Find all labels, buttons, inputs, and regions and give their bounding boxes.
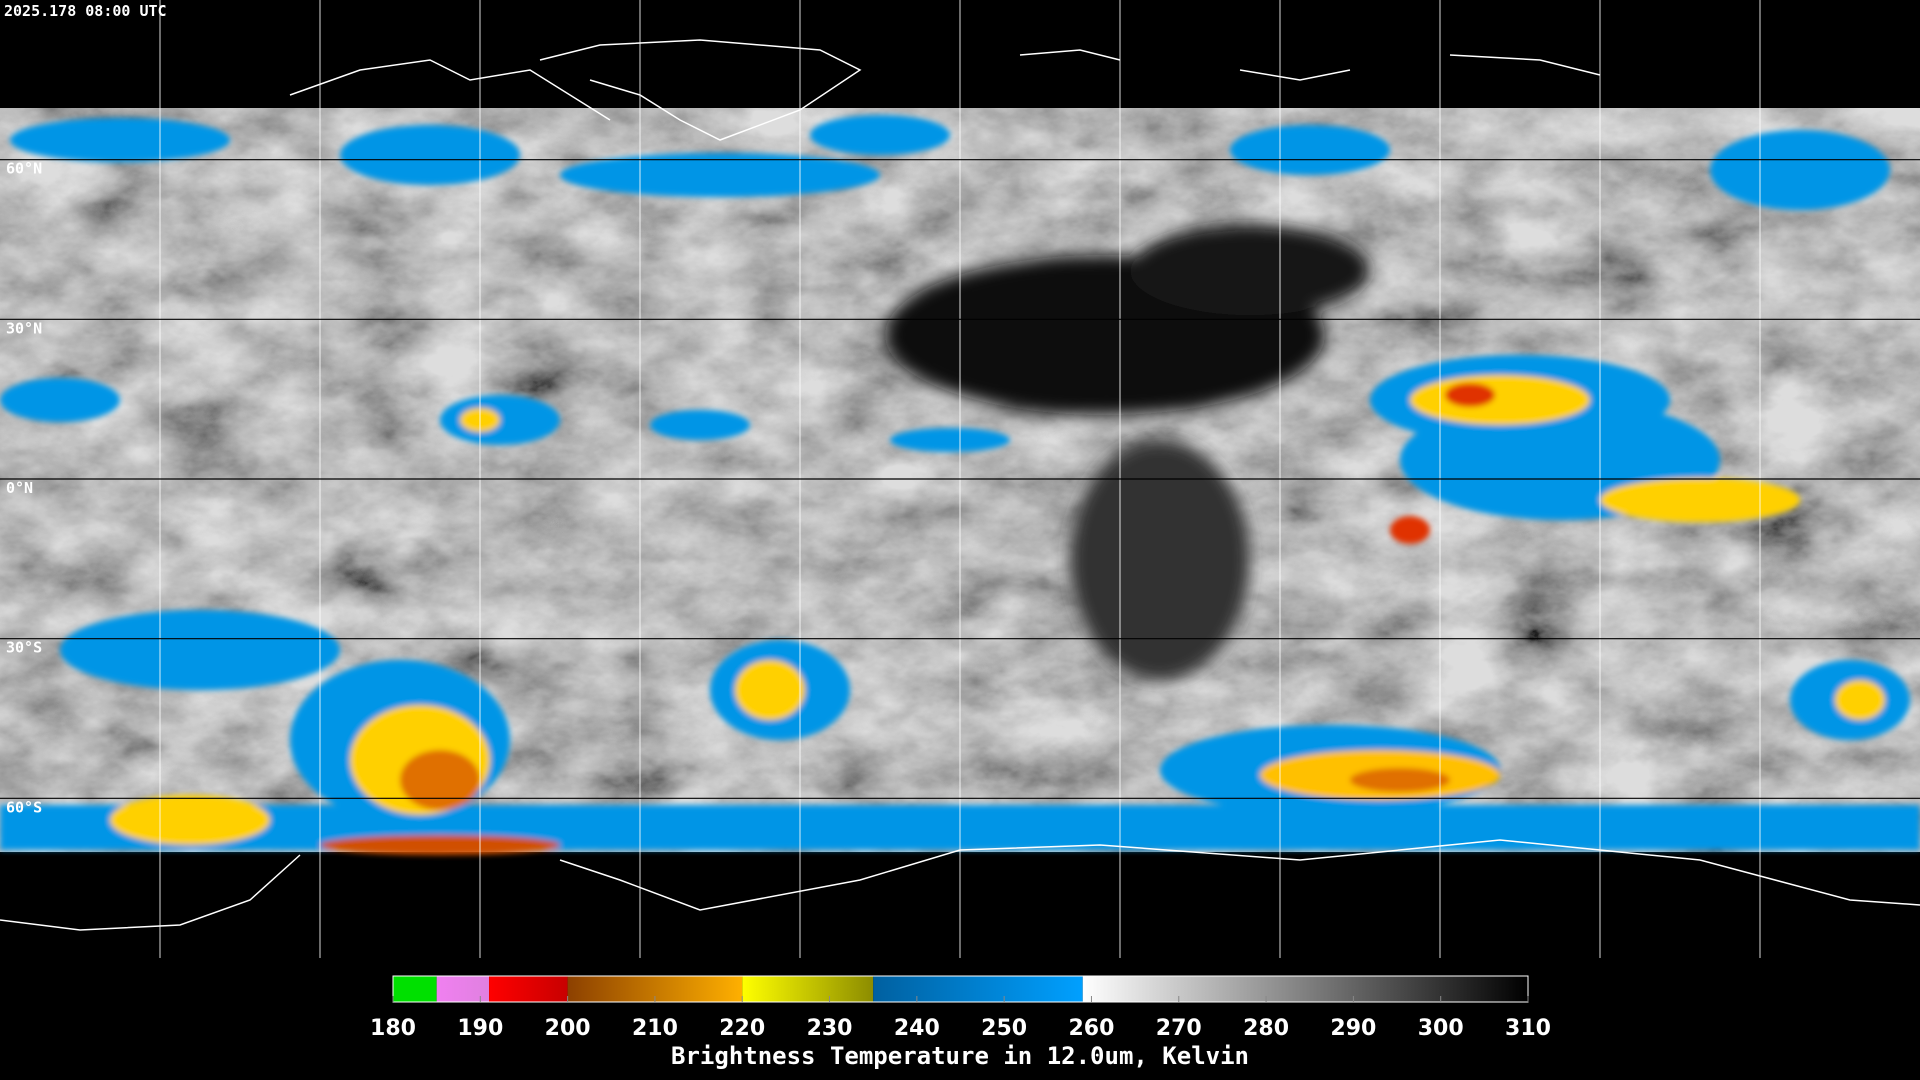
graticule: 60°N 30°N 0°N 30°S 60°S [0,0,1920,958]
timestamp: 2025.178 08:00 UTC [4,2,167,20]
colorbar-tick-label: 230 [807,1016,853,1041]
colorbar-tick-label: 190 [457,1016,503,1041]
colorbar-tick-label: 240 [894,1016,940,1041]
lat-label: 0°N [6,479,33,497]
colorbar-segment [436,976,490,1002]
colorbar-tick-label: 270 [1156,1016,1202,1041]
colorbar-title: Brightness Temperature in 12.0um, Kelvin [671,1042,1249,1070]
colorbar-tick-label: 260 [1068,1016,1114,1041]
colorbar-tick-label: 210 [632,1016,678,1041]
colorbar-frame [392,975,1529,1003]
colorbar-segment [742,976,874,1002]
dry-region [885,225,1370,680]
colorbar-segment [1082,976,1528,1002]
colorbar-tick-label: 200 [545,1016,591,1041]
colorbar-segment [873,976,1083,1002]
colorbar-segment [489,976,568,1002]
coastlines [0,39,1920,931]
colorbar-tick-label: 290 [1330,1016,1376,1041]
colorbar-tick-label: 310 [1505,1016,1551,1041]
colorbar: 180 190 200 210 220 230 240 250 260 270 280 290 300 3… [370,975,1551,1041]
colorbar-tick-label: 180 [370,1016,416,1041]
colorbar-segment [393,976,437,1002]
colorbar-tick-label: 250 [981,1016,1027,1041]
colorbar-tick-label: 300 [1418,1016,1464,1041]
colorbar-tick-label: 280 [1243,1016,1289,1041]
lat-label: 30°N [6,319,42,337]
colorbar-tick-label: 220 [719,1016,765,1041]
lat-label: 30°S [6,639,42,657]
lat-label: 60°S [6,798,42,816]
lat-label: 60°N [6,160,42,178]
